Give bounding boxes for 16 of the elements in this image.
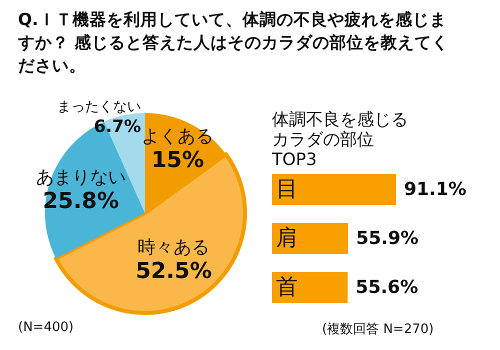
data-label: 55.9% [356, 228, 419, 250]
slice-label: 時々ある [136, 236, 211, 260]
data-label: 52.5% [134, 258, 213, 284]
y-tick-label: 目 [276, 176, 298, 203]
text: (複数回答 N=270) [322, 321, 434, 338]
slice-label: まったくない [56, 98, 141, 117]
text: (N=400) [18, 320, 74, 335]
slice-label: あまりない [34, 166, 127, 190]
y-tick-label: 肩 [276, 225, 298, 252]
data-label: 91.1% [404, 179, 466, 201]
data-label: 15% [151, 148, 204, 173]
data-label: 6.7% [92, 117, 141, 137]
chart-title: Q.ＩＴ機器を利用していて、体調の不良や疲れを感じますか？ 感じると答えた人はそのカラダの部位を教えてください。 [18, 9, 450, 77]
y-tick-label: 首 [276, 274, 298, 301]
chart-title: 体調不良を感じるカラダの部位TOP3 [272, 110, 409, 170]
data-label: 55.6% [356, 277, 418, 299]
